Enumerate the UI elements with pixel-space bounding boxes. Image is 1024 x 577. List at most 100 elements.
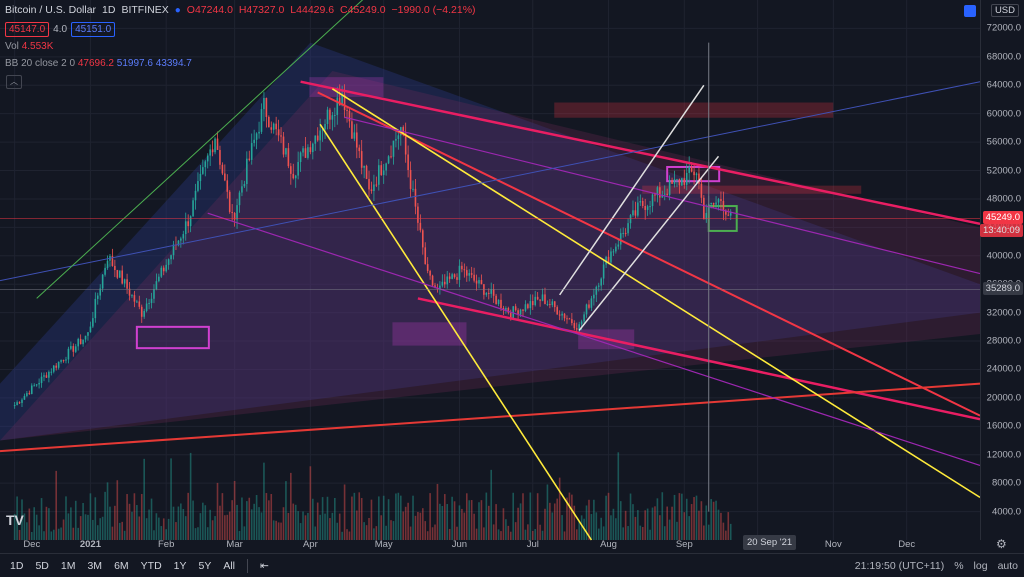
candle-body <box>260 109 263 132</box>
candle-body <box>360 151 363 168</box>
timeframe-all[interactable]: All <box>223 559 236 572</box>
log-toggle[interactable]: log <box>973 559 988 572</box>
volume-bar <box>118 522 121 540</box>
candle-body <box>199 173 202 182</box>
settings-gear-icon[interactable]: ⚙ <box>996 537 1007 551</box>
price-tick-label: 4000.0 <box>991 506 1021 518</box>
volume-bar <box>346 529 348 540</box>
timeframe-ytd[interactable]: YTD <box>140 559 162 572</box>
volume-bar <box>453 501 456 540</box>
candle-body <box>649 206 651 208</box>
volume-bar <box>35 514 38 540</box>
volume-bar <box>571 494 573 540</box>
volume-bar <box>260 512 263 540</box>
price-tick-label: 64000.0 <box>986 79 1021 91</box>
bollinger-legend[interactable]: BB 20 close 2 0 47696.2 51997.6 43394.7 <box>5 58 192 69</box>
volume-bar <box>99 518 101 540</box>
volume-legend[interactable]: Vol 4.553K <box>5 41 53 52</box>
candle-body <box>307 147 309 158</box>
date-range-icon[interactable]: ⇤ <box>260 559 269 572</box>
candle-body <box>106 260 109 268</box>
volume-bar <box>539 524 541 540</box>
volume-bar <box>221 493 224 540</box>
candle-body <box>275 123 277 130</box>
volume-bar <box>224 515 226 540</box>
volume-bar <box>439 503 441 540</box>
sell-button[interactable]: 45147.0 <box>5 22 50 37</box>
volume-bar <box>307 512 309 540</box>
buy-button[interactable]: 45151.0 <box>71 22 116 37</box>
timeframe-5d[interactable]: 5D <box>35 559 49 572</box>
timeframe-1y[interactable]: 1Y <box>173 559 187 572</box>
volume-bar <box>676 521 678 540</box>
volume-bar <box>551 512 554 540</box>
calendar-icon[interactable] <box>964 5 976 17</box>
volume-bar <box>368 517 370 540</box>
volume-bar <box>448 528 451 540</box>
volume-bars <box>13 452 732 540</box>
candle-body <box>617 244 620 247</box>
candlesticks <box>13 84 732 409</box>
candle-body <box>236 205 238 220</box>
time-tick-label: Jul <box>526 539 539 550</box>
candle-body <box>87 332 89 336</box>
volume-bar <box>573 505 576 540</box>
bottom-toolbar: 1D 5D 1M 3M 6M YTD 1Y 5Y All ⇤ 21:19:50 (UTC+11)… <box>0 553 1024 577</box>
volume-bar <box>275 520 277 540</box>
volume-bar <box>57 528 60 540</box>
volume-bar <box>277 522 280 540</box>
tradingview-logo-icon[interactable]: TV <box>6 512 24 528</box>
volume-bar <box>336 522 339 540</box>
candle-body <box>529 301 532 309</box>
candle-body <box>429 270 431 276</box>
volume-bar <box>590 514 593 540</box>
volume-bar <box>463 512 466 540</box>
candle-body <box>661 194 664 198</box>
volume-bar <box>309 466 312 540</box>
candle-body <box>534 296 537 306</box>
currency-select[interactable]: USD <box>990 4 1019 17</box>
timeframe-1d[interactable]: 1D <box>10 559 24 572</box>
candle-body <box>627 223 629 234</box>
symbol-title[interactable]: Bitcoin / U.S. Dollar <box>5 4 97 16</box>
percent-toggle[interactable]: % <box>954 559 964 572</box>
volume-bar <box>316 502 319 540</box>
volume-bar <box>375 526 378 540</box>
volume-bar <box>527 524 529 540</box>
volume-bar <box>456 526 458 540</box>
candle-body <box>536 296 539 300</box>
clock-readout[interactable]: 21:19:50 (UTC+11) <box>854 559 945 572</box>
timeframe-6m[interactable]: 6M <box>114 559 129 572</box>
close-value: C45249.0 <box>340 4 386 16</box>
volume-bar <box>492 524 495 540</box>
candle-body <box>77 338 80 347</box>
candle-body <box>426 264 429 271</box>
candle-body <box>341 94 343 106</box>
volume-bar <box>331 512 334 540</box>
volume-bar <box>378 496 380 540</box>
price-axis[interactable]: USD 72000.0 68000.0 64000.0 60000.0 56000.0 5… <box>980 0 1024 540</box>
candle-body <box>16 402 18 406</box>
chevron-up-icon[interactable]: ︿ <box>6 75 22 89</box>
volume-bar <box>363 522 365 540</box>
volume-bar <box>250 509 253 540</box>
volume-bar <box>541 530 544 540</box>
candle-body <box>224 173 226 181</box>
timeframe-1m[interactable]: 1M <box>60 559 76 572</box>
candle-body <box>392 140 395 157</box>
timeframe-3m[interactable]: 3M <box>87 559 103 572</box>
auto-toggle[interactable]: auto <box>997 559 1018 572</box>
candle-body <box>419 222 422 231</box>
candle-body <box>439 285 441 289</box>
candle-body <box>397 135 400 139</box>
candle-body <box>727 214 730 216</box>
candle-body <box>101 274 104 289</box>
candle-body <box>632 210 634 216</box>
timeframe-5y[interactable]: 5Y <box>198 559 212 572</box>
volume-bar <box>412 495 414 540</box>
interval-label[interactable]: 1D <box>102 4 116 16</box>
volume-bar <box>319 514 321 540</box>
candle-body <box>470 273 473 275</box>
candle-body <box>219 149 221 165</box>
